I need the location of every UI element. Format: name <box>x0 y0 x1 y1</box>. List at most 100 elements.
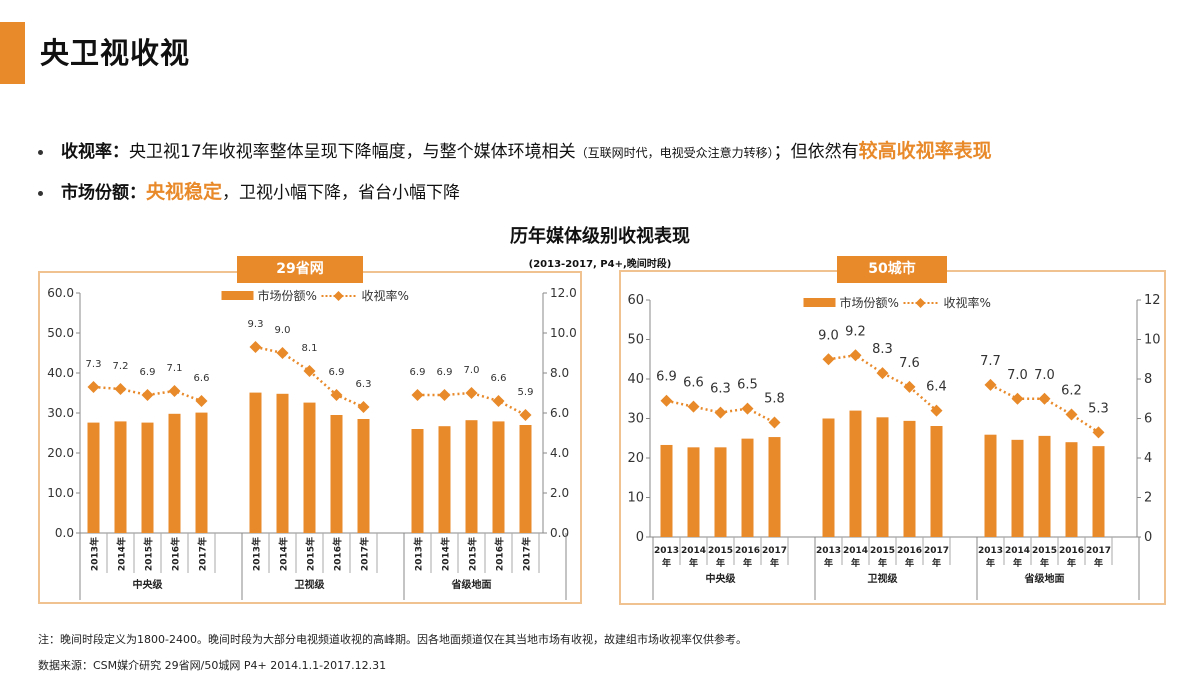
left-tick-label: 30.0 <box>47 406 74 420</box>
category-label-suffix: 年 <box>1094 557 1103 569</box>
rating-point <box>465 387 478 399</box>
category-label-suffix: 年 <box>986 557 995 569</box>
bar-market-share <box>114 421 127 533</box>
category-label: 2014年 <box>278 537 290 571</box>
rating-point <box>930 404 943 417</box>
bar-market-share <box>465 420 478 533</box>
category-label: 2015年 <box>143 537 155 571</box>
category-label: 2013年 <box>251 537 263 571</box>
rating-label: 9.3 <box>248 319 264 330</box>
legend-bar-label: 市场份额% <box>840 295 899 310</box>
bullet-small-text: （互联网时代，电视受众注意力转移） <box>575 146 774 160</box>
right-tick-label: 12.0 <box>550 286 577 300</box>
group-label: 卫视级 <box>868 572 899 585</box>
bar-market-share <box>141 422 154 533</box>
bar-market-share <box>741 438 754 537</box>
rating-point <box>303 365 316 377</box>
rating-label: 5.9 <box>518 387 534 398</box>
category-label: 2017年 <box>359 537 371 571</box>
rating-point <box>519 409 532 421</box>
bar-market-share <box>168 413 181 533</box>
rating-point <box>114 383 127 395</box>
left-tick-label: 30 <box>627 412 644 427</box>
rating-point <box>276 347 289 359</box>
category-label: 2017年 <box>521 537 533 571</box>
data-source: 数据来源：CSM媒介研究 29省网/50城网 P4+ 2014.1.1-2017… <box>38 659 387 672</box>
bullet-rating: 收视率：央卫视17年收视率整体呈现下降幅度，与整个媒体环境相关（互联网时代，电视… <box>38 136 992 163</box>
footnote: 注：晚间时段定义为1800-2400。晚间时段为大部分电视频道收视的高峰期。因各… <box>38 633 747 646</box>
rating-label: 8.1 <box>302 343 318 354</box>
right-tick-label: 8.0 <box>550 366 569 380</box>
bar-market-share <box>1038 435 1051 537</box>
category-label-year: 2016 <box>897 546 922 556</box>
rating-label: 7.0 <box>1007 368 1028 383</box>
rating-label: 7.7 <box>980 354 1001 369</box>
legend-diamond-icon <box>333 291 344 301</box>
left-tick-label: 20.0 <box>47 446 74 460</box>
left-tick-label: 40 <box>627 372 644 387</box>
left-tick-label: 0 <box>636 530 644 545</box>
bar-market-share <box>903 420 916 537</box>
bullet-label: 收视率： <box>61 142 129 162</box>
bar-market-share <box>1065 442 1078 537</box>
rating-point <box>411 389 424 401</box>
bar-market-share <box>249 392 262 533</box>
bar-market-share <box>984 434 997 537</box>
left-tick-label: 20 <box>627 451 644 466</box>
category-label-year: 2016 <box>1059 546 1084 556</box>
bullet-text: ，卫视小幅下降，省台小幅下降 <box>222 183 461 203</box>
right-tick-label: 6 <box>1144 412 1152 427</box>
rating-label: 6.6 <box>194 373 210 384</box>
chart-subheading: (2013-2017, P4+,晚间时段) <box>528 259 672 270</box>
left-tick-label: 60.0 <box>47 286 74 300</box>
bar-market-share <box>714 447 727 537</box>
rating-point <box>849 349 862 362</box>
rating-label: 6.9 <box>656 370 677 385</box>
bar-market-share <box>1011 439 1024 537</box>
group-label: 中央级 <box>133 578 164 591</box>
category-label-year: 2017 <box>1086 546 1111 556</box>
category-label: 2017年 <box>197 537 209 571</box>
right-tick-label: 12 <box>1144 293 1161 308</box>
right-tick-label: 0.0 <box>550 526 569 540</box>
rating-label: 6.9 <box>437 367 453 378</box>
bar-market-share <box>195 412 208 533</box>
left-tick-label: 50.0 <box>47 326 74 340</box>
bullet-label: 市场份额： <box>61 183 146 203</box>
rating-point <box>876 367 889 380</box>
left-tick-label: 40.0 <box>47 366 74 380</box>
category-label-suffix: 年 <box>1067 557 1076 569</box>
category-label: 2016年 <box>332 537 344 571</box>
right-tick-label: 4.0 <box>550 446 569 460</box>
rating-point <box>87 381 100 393</box>
category-label-year: 2013 <box>978 546 1003 556</box>
rating-point <box>330 389 343 401</box>
bar-market-share <box>411 429 424 533</box>
left-tick-label: 10.0 <box>47 486 74 500</box>
bar-market-share <box>1092 446 1105 537</box>
bar-market-share <box>276 393 289 533</box>
category-label: 2016年 <box>170 537 182 571</box>
category-label: 2014年 <box>116 537 128 571</box>
category-label-suffix: 年 <box>851 557 860 569</box>
category-label-suffix: 年 <box>689 557 698 569</box>
category-label: 2016年 <box>494 537 506 571</box>
rating-label: 9.0 <box>275 325 291 336</box>
category-label-year: 2017 <box>762 546 787 556</box>
rating-label: 6.3 <box>356 379 372 390</box>
category-label-suffix: 年 <box>1013 557 1022 569</box>
category-label-year: 2015 <box>1032 546 1057 556</box>
bar-market-share <box>687 447 700 537</box>
rating-label: 7.1 <box>167 363 183 374</box>
legend-line-label: 收视率% <box>944 295 991 310</box>
rating-label: 5.8 <box>764 391 785 406</box>
tab-50-city: 50城市 <box>837 256 947 283</box>
bar-market-share <box>822 418 835 537</box>
category-label-year: 2014 <box>1005 546 1030 556</box>
bullet-text: 央卫视17年收视率整体呈现下降幅度，与整个媒体环境相关 <box>129 142 576 162</box>
category-label-suffix: 年 <box>824 557 833 569</box>
bullet-highlight: 较高收视率表现 <box>858 140 992 162</box>
rating-point <box>492 395 505 407</box>
rating-label: 6.9 <box>410 367 426 378</box>
